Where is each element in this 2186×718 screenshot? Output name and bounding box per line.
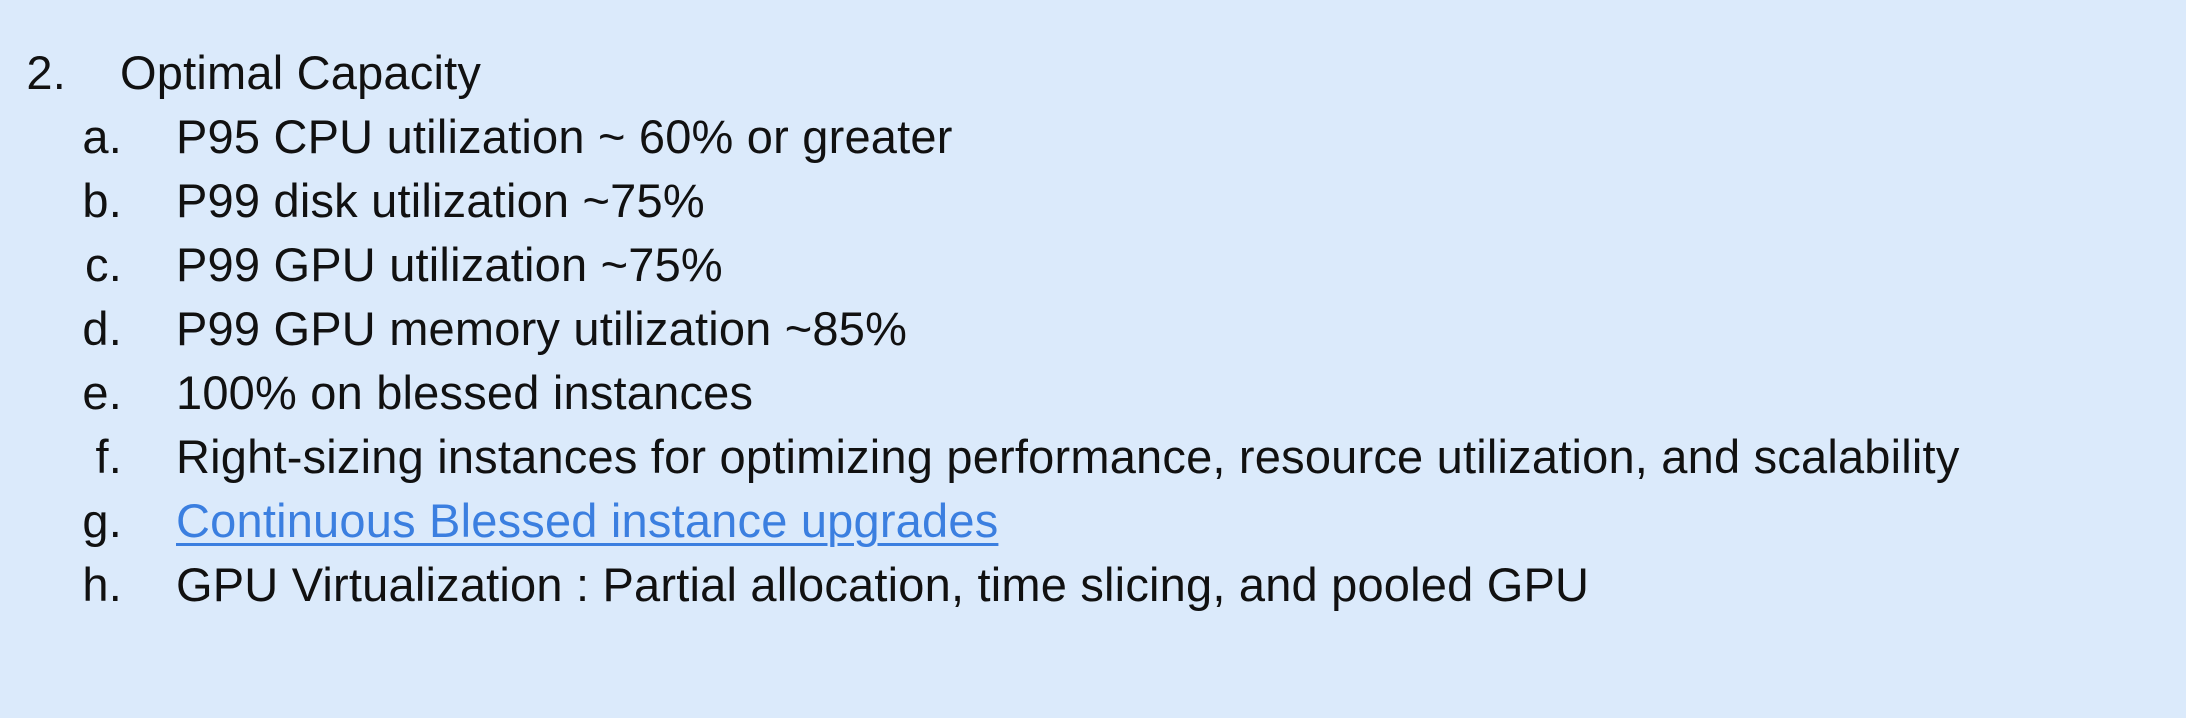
list-item-text: 100% on blessed instances bbox=[176, 366, 754, 419]
list-marker: g. bbox=[82, 494, 122, 547]
list-item-text: GPU Virtualization : Partial allocation,… bbox=[176, 558, 1590, 611]
list-item-text: P99 disk utilization ~75% bbox=[176, 174, 705, 227]
list-marker: h. bbox=[82, 558, 122, 611]
list-marker: f. bbox=[95, 430, 122, 483]
list-item-text: Right-sizing instances for optimizing pe… bbox=[176, 430, 1960, 483]
list-marker: d. bbox=[82, 302, 122, 355]
list-item-text: P99 GPU utilization ~75% bbox=[176, 238, 723, 291]
section-number: 2. bbox=[26, 46, 66, 99]
list-marker: e. bbox=[82, 366, 122, 419]
list-item-text: P95 CPU utilization ~ 60% or greater bbox=[176, 110, 953, 163]
list-item-text: P99 GPU memory utilization ~85% bbox=[176, 302, 908, 355]
list-marker: a. bbox=[82, 110, 122, 163]
section-title: Optimal Capacity bbox=[120, 46, 482, 99]
blessed-instance-upgrades-link[interactable]: Continuous Blessed instance upgrades bbox=[176, 494, 999, 547]
list-marker: c. bbox=[85, 238, 122, 291]
list-marker: b. bbox=[82, 174, 122, 227]
